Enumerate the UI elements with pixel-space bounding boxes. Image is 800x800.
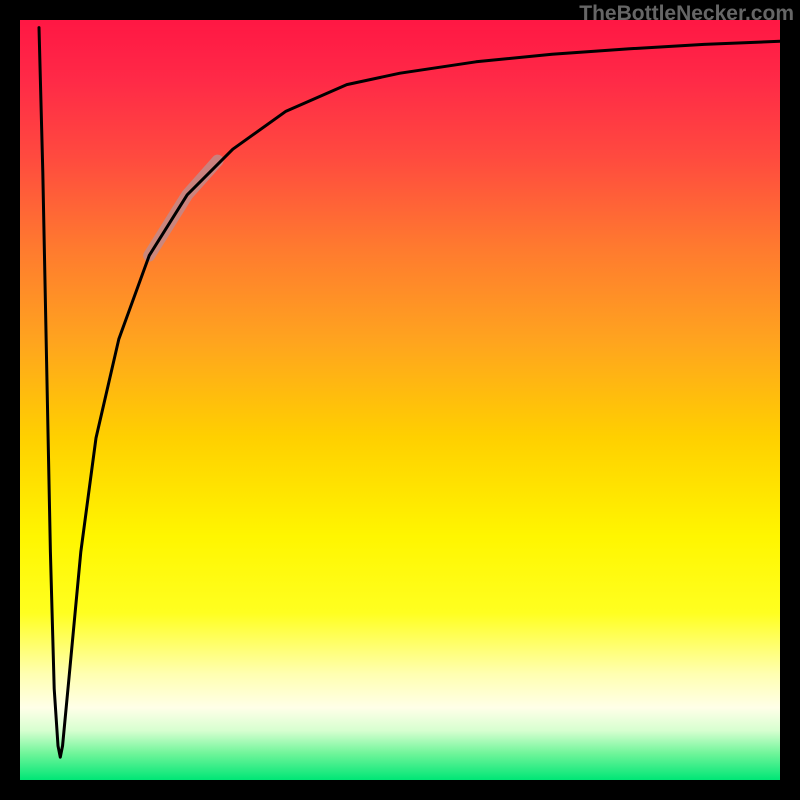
chart-container: TheBottleNecker.com xyxy=(0,0,800,800)
gradient-background xyxy=(20,20,780,780)
plot-svg xyxy=(20,20,780,780)
